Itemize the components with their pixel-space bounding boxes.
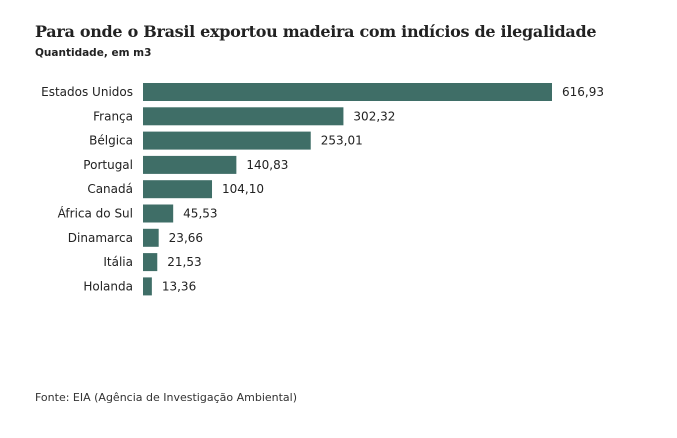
value-label: 104,10 [222, 182, 264, 196]
chart-title: Para onde o Brasil exportou madeira com … [35, 22, 597, 41]
bar [143, 131, 311, 150]
bar [143, 83, 552, 101]
category-label: Dinamarca [68, 231, 133, 245]
category-label: Itália [103, 255, 133, 269]
category-label: Bélgica [89, 134, 133, 148]
value-label: 45,53 [183, 207, 217, 221]
category-label: Canadá [87, 182, 133, 196]
bar [143, 180, 213, 199]
value-label: 253,01 [321, 134, 363, 148]
category-label: França [93, 109, 133, 123]
category-label: África do Sul [58, 206, 133, 221]
category-label: Portugal [83, 158, 133, 172]
source-note: Fonte: EIA (Agência de Investigação Ambi… [35, 391, 298, 404]
bar [143, 155, 237, 174]
value-label: 616,93 [562, 85, 604, 99]
value-label: 21,53 [167, 255, 201, 269]
category-label: Estados Unidos [41, 85, 133, 99]
chart-subtitle: Quantidade, em m3 [35, 47, 152, 59]
bar [143, 107, 344, 126]
bar [143, 228, 159, 247]
bar [143, 204, 174, 223]
category-label: Holanda [83, 279, 133, 293]
bar [143, 253, 158, 272]
value-label: 13,36 [162, 279, 196, 293]
bar [143, 277, 152, 296]
value-label: 140,83 [246, 158, 288, 172]
value-label: 23,66 [169, 231, 203, 245]
value-label: 302,32 [353, 109, 395, 123]
